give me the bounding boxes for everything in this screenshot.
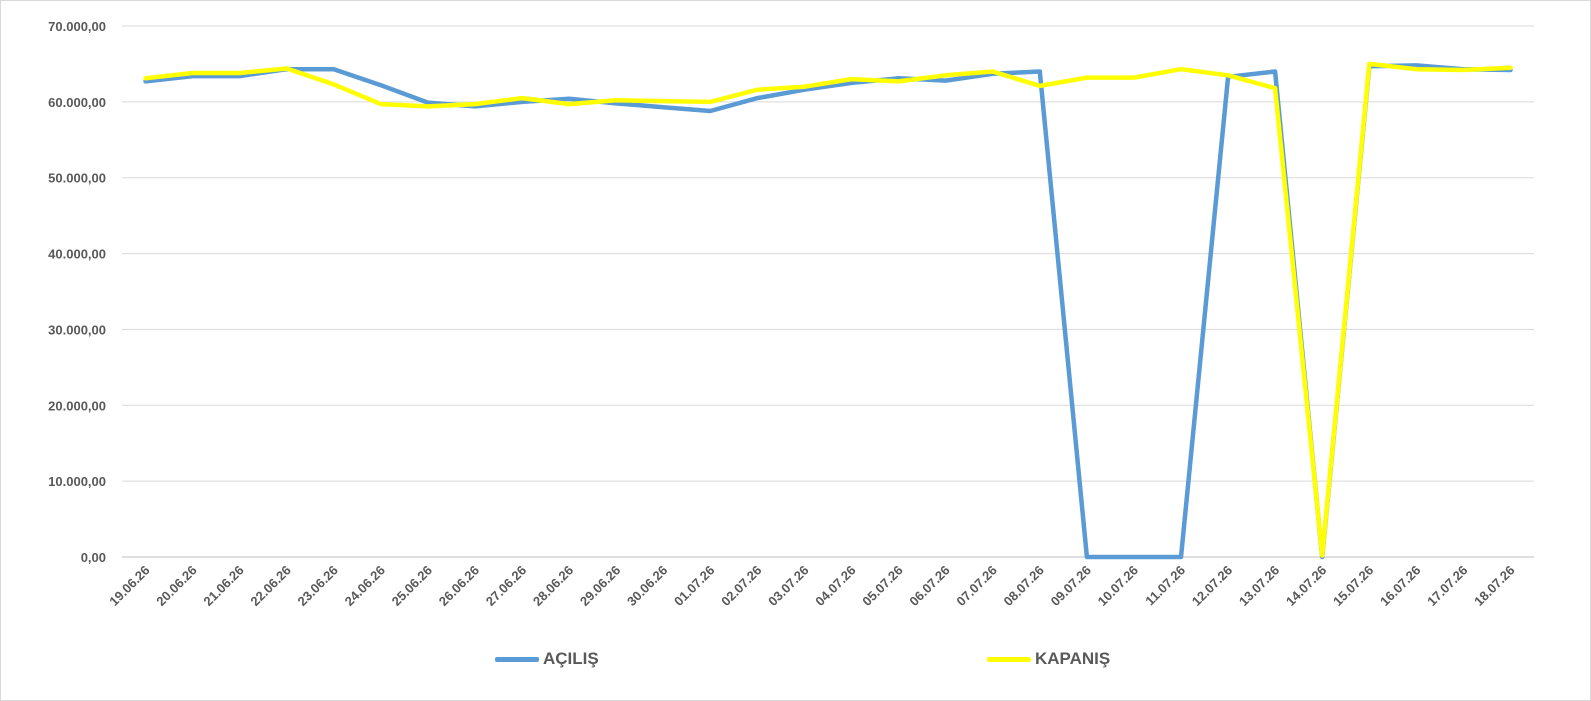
x-tick-label: 06.07.26 xyxy=(906,563,952,609)
x-tick-label: 05.07.26 xyxy=(859,563,905,609)
legend-swatch-kapanis xyxy=(987,656,1031,662)
legend-label-kapanis: KAPANIŞ xyxy=(1035,649,1111,668)
x-tick-label: 07.07.26 xyxy=(953,563,999,609)
x-tick-label: 24.06.26 xyxy=(342,563,388,609)
x-tick-label: 12.07.26 xyxy=(1189,563,1235,609)
y-tick-label: 30.000,00 xyxy=(48,322,106,337)
x-tick-label: 11.07.26 xyxy=(1142,563,1188,609)
y-tick-label: 20.000,00 xyxy=(48,398,106,413)
y-tick-label: 0,00 xyxy=(81,550,106,565)
legend-label-acilis: AÇILIŞ xyxy=(543,649,599,668)
y-tick-label: 50.000,00 xyxy=(48,171,106,186)
series-line-acilis xyxy=(143,63,1513,560)
x-tick-label: 09.07.26 xyxy=(1048,563,1094,609)
legend-item-kapanis: KAPANIŞ xyxy=(987,649,1110,669)
x-tick-label: 23.06.26 xyxy=(295,563,341,609)
x-tick-label: 19.06.26 xyxy=(106,563,152,609)
x-tick-label: 04.07.26 xyxy=(812,563,858,609)
y-tick-label: 40.000,00 xyxy=(48,247,106,262)
x-tick-label: 22.06.26 xyxy=(247,563,293,609)
x-tick-label: 01.07.26 xyxy=(671,563,717,609)
x-tick-label: 17.07.26 xyxy=(1424,563,1470,609)
legend-swatch-acilis xyxy=(495,656,539,662)
y-tick-label: 10.000,00 xyxy=(48,474,106,489)
x-tick-label: 28.06.26 xyxy=(530,563,576,609)
x-tick-label: 30.06.26 xyxy=(624,563,670,609)
x-tick-label: 29.06.26 xyxy=(577,563,623,609)
x-tick-label: 27.06.26 xyxy=(483,563,529,609)
x-tick-label: 14.07.26 xyxy=(1283,563,1329,609)
x-tick-label: 25.06.26 xyxy=(389,563,435,609)
x-tick-label: 08.07.26 xyxy=(1001,563,1047,609)
x-tick-label: 10.07.26 xyxy=(1095,563,1141,609)
x-tick-label: 15.07.26 xyxy=(1330,563,1376,609)
series-line-kapanis xyxy=(143,61,1513,558)
x-tick-label: 03.07.26 xyxy=(765,563,811,609)
x-tick-label: 02.07.26 xyxy=(718,563,764,609)
y-tick-label: 70.000,00 xyxy=(48,19,106,34)
x-tick-label: 21.06.26 xyxy=(200,563,246,609)
legend-item-acilis: AÇILIŞ xyxy=(495,649,599,669)
x-tick-label: 20.06.26 xyxy=(153,563,199,609)
x-tick-label: 18.07.26 xyxy=(1471,563,1517,609)
x-tick-label: 16.07.26 xyxy=(1377,563,1423,609)
x-tick-label: 26.06.26 xyxy=(436,563,482,609)
x-tick-label: 13.07.26 xyxy=(1236,563,1282,609)
y-tick-label: 60.000,00 xyxy=(48,95,106,110)
